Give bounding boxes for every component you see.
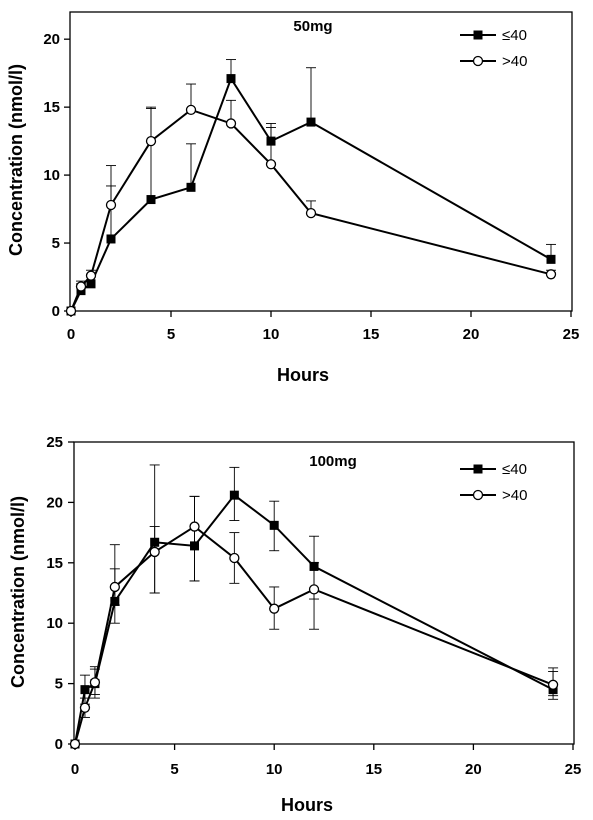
data-point-circle [229,552,240,564]
data-point-square [306,117,316,127]
data-point-square [146,195,156,205]
legend: ≤40 >40 [460,461,527,504]
data-point-circle [305,207,317,219]
data-point-circle [75,281,87,292]
y-tick-label: 10 [46,615,63,632]
y-tick-label: 0 [55,736,63,753]
x-tick-label: 25 [563,326,580,343]
chart-2: 0 5 10 15 20 25 0 5 10 15 20 25 Hours Concentration (… [8,434,581,815]
data-point-circle [269,603,280,614]
series-gt40 [69,495,559,750]
series-gt40 [65,83,557,317]
data-point-circle [79,702,91,713]
legend-label: >40 [502,487,527,504]
x-tick-label: 20 [463,326,480,343]
x-tick-label: 5 [170,761,178,778]
plot-frame [69,11,573,312]
series-le40 [66,59,556,316]
x-tick-label: 10 [266,761,283,778]
data-point-circle [308,584,320,595]
data-point-circle [65,305,77,317]
x-tick-label: 15 [363,326,380,343]
data-point-square [106,234,116,244]
x-axis-label: Hours [281,795,333,815]
data-point-square [546,254,556,264]
x-axis-label: Hours [277,365,329,385]
data-point-circle [189,521,200,532]
chart-1: 0 5 10 15 20 25 0 5 10 15 20 Hours Concentration (nm… [6,11,580,385]
data-point-square [229,490,239,500]
legend-marker-circle [472,489,484,501]
data-point-circle [109,581,120,593]
y-tick-label: 15 [46,555,63,572]
x-tick-label: 0 [67,326,75,343]
legend-label: >40 [502,53,527,70]
data-point-circle [85,270,97,281]
y-tick-label: 25 [46,434,63,451]
x-tick-label: 15 [365,761,382,778]
x-tick-label: 25 [565,761,582,778]
data-point-circle [149,546,160,558]
legend-label: ≤40 [502,461,527,478]
legend-marker-square [473,30,483,40]
y-tick-label: 10 [43,167,60,184]
x-tick-label: 5 [167,326,175,343]
data-point-square [226,74,236,84]
series-line [70,108,552,312]
legend: ≤40 >40 [460,27,527,70]
data-point-circle [145,135,157,147]
chart-title: 100mg [309,453,357,470]
x-tick-label: 0 [71,761,79,778]
y-tick-label: 5 [52,235,60,252]
y-tick-label: 20 [43,31,60,48]
y-tick-label: 20 [46,494,63,511]
y-tick-label: 5 [55,676,63,693]
data-point-circle [185,104,197,116]
data-point-square [80,685,90,695]
data-point-circle [225,118,237,129]
legend-label: ≤40 [502,27,527,44]
plot-frame [73,441,575,745]
series-line [74,493,554,745]
legend-marker-square [473,464,483,474]
y-tick-label: 15 [43,99,60,116]
data-point-circle [69,738,81,750]
data-point-circle [89,677,101,688]
data-point-square [186,182,196,192]
data-point-circle [105,199,117,211]
series-line [74,525,554,745]
chart-title: 50mg [293,18,332,35]
data-point-circle [265,159,277,170]
data-point-circle [545,269,557,280]
x-tick-label: 20 [465,761,482,778]
x-tick-label: 10 [263,326,280,343]
data-point-circle [547,679,559,690]
data-point-square [269,520,279,530]
data-point-square [86,279,96,289]
y-axis-label: Concentration (nmol/l) [8,496,28,688]
y-axis-label: Concentration (nmol/l) [6,64,26,256]
legend-marker-circle [472,55,484,67]
y-tick-label: 0 [52,303,60,320]
